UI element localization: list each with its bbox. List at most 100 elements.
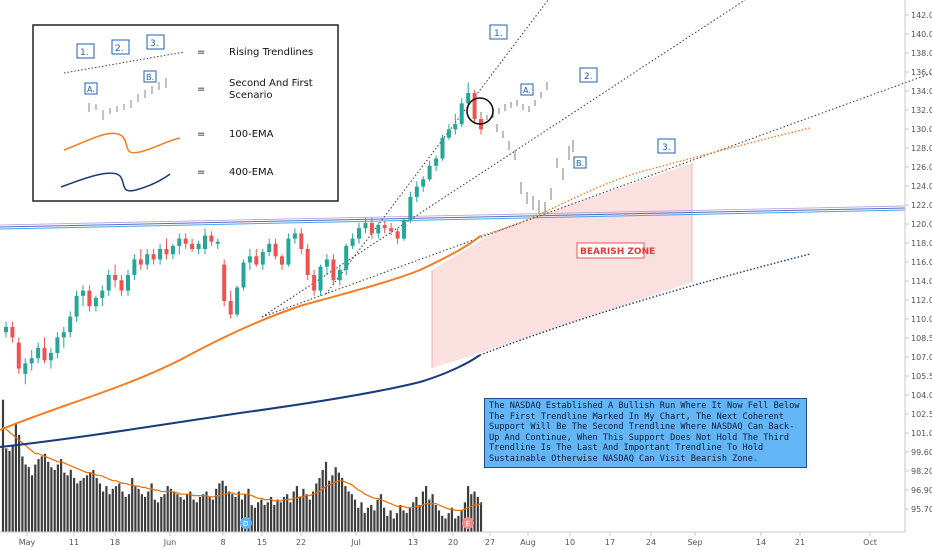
price-tick-label: 110.00	[911, 315, 932, 324]
candle-body	[106, 275, 111, 291]
legend-eq-4: =	[197, 167, 205, 178]
volume-bar	[373, 510, 376, 532]
volume-bar	[50, 467, 53, 532]
volume-bar	[163, 494, 166, 532]
volume-bar	[131, 478, 134, 532]
candle-body	[170, 245, 175, 255]
candle-body	[228, 301, 233, 315]
volume-bar	[363, 513, 366, 532]
volume-bar	[437, 510, 441, 532]
candle-body	[286, 238, 291, 265]
candle-body	[100, 290, 105, 298]
legend-trendline-sample	[63, 51, 185, 74]
volume-bar	[305, 494, 308, 532]
volume-bar	[215, 488, 218, 532]
volume-bar	[405, 513, 408, 532]
volume-bar	[463, 502, 466, 532]
candle-body	[190, 243, 195, 249]
volume-bar	[189, 491, 192, 532]
volume-bar	[121, 491, 124, 532]
price-tick-label: 105.50	[911, 372, 932, 381]
volume-bar	[156, 502, 160, 532]
volume-bar	[85, 475, 89, 532]
volume-bar	[53, 469, 56, 532]
candle-body	[36, 347, 41, 359]
volume-bar	[370, 505, 373, 532]
candle-body	[267, 243, 272, 253]
volume-bar	[231, 494, 234, 532]
volume-bar	[140, 494, 143, 532]
time-tick-label: 15	[257, 538, 267, 547]
volume-bar	[415, 496, 418, 532]
legend-scenario-a: A.	[87, 85, 95, 94]
candle-body	[414, 186, 419, 197]
candle-body	[81, 290, 85, 296]
candle-body	[151, 254, 156, 260]
price-tick-label: 132.00	[911, 106, 932, 115]
volume-bar	[198, 496, 202, 532]
volume-bar	[395, 513, 399, 532]
candle-body	[260, 252, 265, 265]
price-tick-label: 126.00	[911, 163, 932, 172]
volume-bar	[460, 510, 463, 532]
volume-bar	[337, 472, 340, 532]
volume-bar	[102, 491, 105, 532]
candle-body	[472, 93, 477, 119]
price-tick-label: 134.00	[911, 87, 932, 96]
time-tick-label: Jul	[350, 538, 361, 547]
ema-lines	[0, 127, 811, 448]
volume-bar	[331, 475, 334, 532]
candle-body	[29, 358, 34, 364]
event-marker-e[interactable]	[462, 517, 474, 529]
legend-scenario-b-box	[143, 70, 157, 83]
trendline-2-label-box	[579, 67, 598, 83]
candle-body	[312, 275, 317, 291]
horizontal-support-line	[0, 205, 906, 226]
price-tick-label: 99.60	[911, 448, 932, 457]
price-tick-label: 108.50	[911, 334, 932, 343]
volume-bar	[282, 496, 286, 532]
candle-body	[4, 327, 8, 333]
time-axis-ticks[interactable]: May 11 18 Jun 8 15 22 Jul 13 20 27 Aug 10 17 24 Sep 14 21…	[19, 532, 877, 547]
volume-bar	[211, 499, 214, 532]
volume-bar	[31, 475, 34, 532]
volume-bar	[66, 475, 69, 532]
candle-body	[357, 228, 361, 239]
horizontal-support-line	[0, 207, 906, 228]
candle-body	[247, 256, 252, 263]
volume-bar	[237, 491, 240, 532]
price-tick-label: 138.00	[911, 49, 932, 58]
volume-bar	[150, 483, 153, 532]
volume-bar	[124, 496, 127, 532]
legend-scenario-sample	[88, 78, 167, 120]
trendline-2	[261, 0, 746, 318]
bearish-zone-label: BEARISH ZONE	[580, 247, 655, 257]
price-tick-label: 112.00	[911, 296, 932, 305]
volume-bar	[279, 502, 282, 532]
volume-bar	[253, 507, 256, 532]
legend-mark-2: 2.	[115, 44, 124, 54]
candle-body	[158, 249, 163, 260]
volume-bar	[218, 483, 221, 532]
volume-bar	[470, 494, 473, 532]
candle-body	[16, 342, 21, 369]
trendline-1-label-box	[489, 24, 508, 40]
volume-bar	[118, 483, 121, 532]
candle-body	[382, 225, 387, 229]
price-axis-ticks[interactable]: 142.00 140.00 138.00 136.00 134.00 132.00 130.…	[905, 11, 932, 514]
volume-bar	[273, 505, 276, 532]
event-marker-d[interactable]	[240, 517, 252, 529]
candle-body	[280, 256, 284, 265]
trendlines	[0, 0, 932, 318]
volume-bar	[434, 505, 437, 532]
volume-bar	[457, 515, 460, 532]
legend-mark-2-box	[111, 39, 130, 55]
scenario-projections	[480, 82, 574, 216]
candle-body	[74, 295, 79, 317]
horizontal-support-line	[0, 209, 906, 230]
legend-label-scenario: Second And First Scenario	[229, 78, 316, 101]
scenario-b-label-box	[573, 156, 587, 169]
volume-bar	[76, 483, 79, 532]
volume-bar	[266, 502, 269, 532]
